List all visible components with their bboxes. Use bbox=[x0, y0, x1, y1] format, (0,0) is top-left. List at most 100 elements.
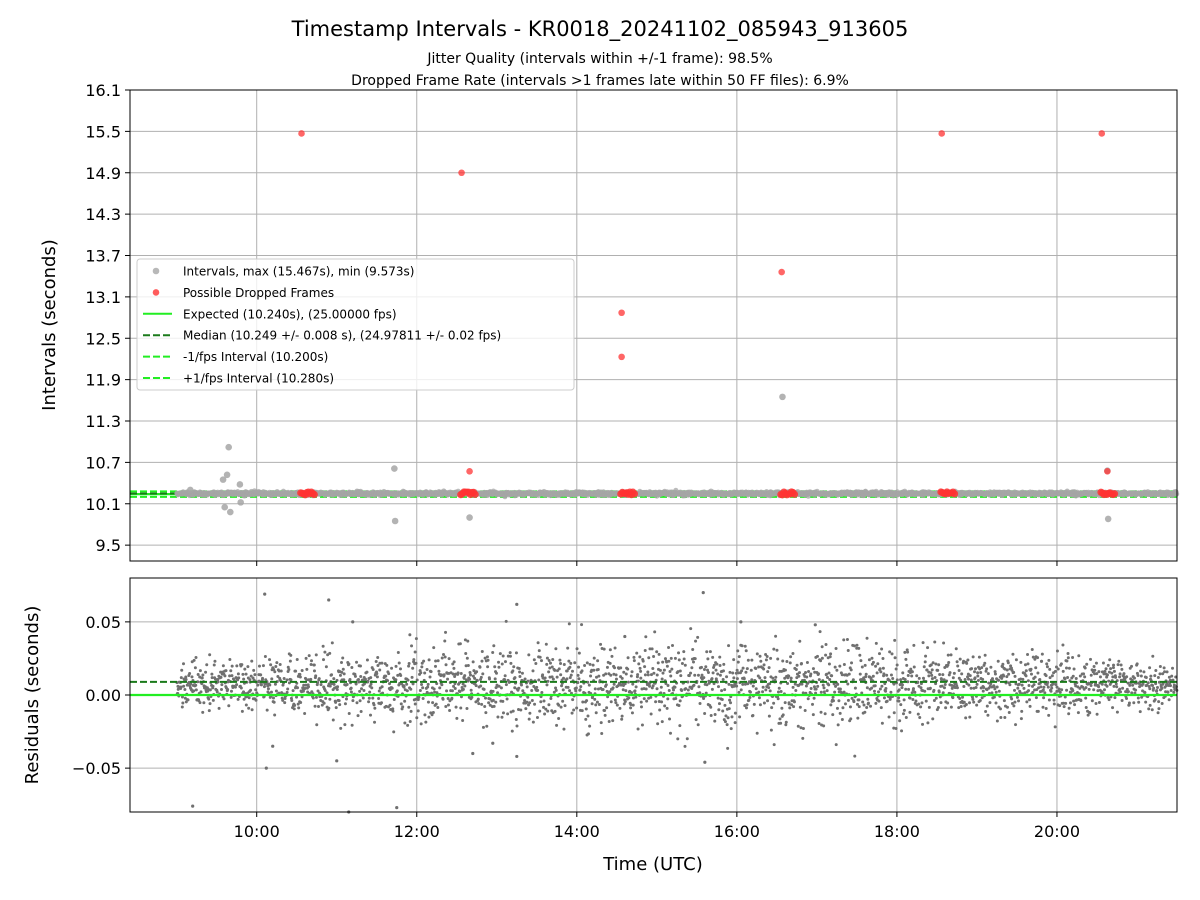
residual-point bbox=[254, 688, 258, 692]
residual-point bbox=[196, 672, 200, 676]
residual-point bbox=[1013, 700, 1017, 704]
residual-point bbox=[846, 648, 850, 652]
residual-point bbox=[432, 687, 436, 691]
residual-point bbox=[330, 641, 334, 645]
residual-point bbox=[409, 687, 413, 691]
residual-point bbox=[226, 687, 230, 691]
residual-point bbox=[477, 702, 481, 706]
residual-point bbox=[846, 682, 850, 686]
interval-point bbox=[225, 443, 232, 451]
residual-point bbox=[811, 713, 815, 717]
residual-point bbox=[545, 662, 549, 666]
residual-point bbox=[900, 686, 904, 690]
residual-point bbox=[933, 676, 937, 680]
residual-point bbox=[344, 697, 348, 701]
residual-point bbox=[851, 678, 855, 682]
residual-point bbox=[709, 714, 713, 718]
residual-point bbox=[562, 727, 566, 731]
residual-point bbox=[581, 700, 585, 704]
residual-point bbox=[727, 682, 731, 686]
residual-point bbox=[713, 712, 717, 716]
residual-point bbox=[630, 711, 634, 715]
residual-point bbox=[680, 689, 684, 693]
intervals-y-tick-label: 14.3 bbox=[85, 205, 121, 224]
residual-point bbox=[603, 709, 607, 713]
residual-point bbox=[411, 666, 415, 670]
residual-point bbox=[877, 652, 881, 656]
residual-point bbox=[593, 687, 597, 691]
residual-point bbox=[289, 653, 293, 657]
residual-point bbox=[401, 705, 405, 709]
residual-point bbox=[899, 678, 903, 682]
residual-point bbox=[902, 698, 906, 702]
residual-point bbox=[700, 673, 704, 677]
residual-point bbox=[1017, 682, 1021, 686]
residual-point bbox=[559, 662, 563, 666]
residual-point bbox=[981, 677, 985, 681]
residual-point bbox=[1030, 647, 1034, 651]
residual-point bbox=[891, 677, 895, 681]
residual-point bbox=[539, 659, 543, 663]
residual-point bbox=[716, 685, 720, 689]
residual-point bbox=[574, 689, 578, 693]
residual-point bbox=[890, 652, 894, 656]
intervals-y-tick-label: 12.5 bbox=[85, 329, 121, 348]
residual-point bbox=[291, 689, 295, 693]
residual-point bbox=[407, 664, 411, 668]
residual-point bbox=[905, 663, 909, 667]
residual-point bbox=[740, 669, 744, 673]
residual-point bbox=[437, 669, 441, 673]
residual-point bbox=[426, 682, 430, 686]
residual-point bbox=[589, 674, 593, 678]
residual-point bbox=[951, 676, 955, 680]
residual-point bbox=[380, 701, 384, 705]
interval-point bbox=[1104, 515, 1112, 523]
residual-point bbox=[596, 659, 600, 663]
residual-point bbox=[821, 683, 825, 687]
residual-point bbox=[798, 705, 802, 709]
residual-point bbox=[568, 665, 572, 669]
residual-point bbox=[613, 646, 617, 650]
residual-point bbox=[755, 652, 759, 656]
residual-point bbox=[884, 689, 888, 693]
residual-point bbox=[385, 663, 389, 667]
residual-point bbox=[904, 657, 908, 661]
residual-point bbox=[645, 699, 649, 703]
residual-point bbox=[857, 698, 861, 702]
residual-point bbox=[403, 699, 407, 703]
residual-point bbox=[409, 709, 413, 713]
residual-point bbox=[811, 702, 815, 706]
residual-point bbox=[579, 685, 583, 689]
residual-point bbox=[262, 685, 266, 689]
residual-point bbox=[904, 687, 908, 691]
residual-point bbox=[858, 653, 862, 657]
residual-point bbox=[397, 661, 401, 665]
residual-point bbox=[822, 724, 826, 728]
residual-point bbox=[217, 706, 221, 710]
residual-point bbox=[696, 673, 700, 677]
residual-point bbox=[307, 654, 311, 658]
residual-point bbox=[620, 676, 624, 680]
legend-box bbox=[136, 258, 575, 391]
residual-point bbox=[340, 660, 344, 664]
residual-point bbox=[465, 706, 469, 710]
residual-point bbox=[879, 670, 883, 674]
residual-point bbox=[733, 721, 737, 725]
residual-point bbox=[414, 697, 418, 701]
residual-point bbox=[537, 678, 541, 682]
residual-point bbox=[304, 656, 308, 660]
residual-point bbox=[1027, 689, 1031, 693]
residual-point bbox=[580, 669, 584, 673]
residual-point bbox=[629, 706, 633, 710]
residual-point bbox=[863, 663, 867, 667]
residual-point bbox=[735, 668, 739, 672]
residual-point bbox=[487, 701, 491, 705]
residual-point bbox=[450, 696, 454, 700]
residual-point bbox=[774, 634, 778, 638]
residual-point bbox=[648, 684, 652, 688]
residual-point bbox=[932, 688, 936, 692]
residual-point bbox=[910, 691, 914, 695]
residual-point bbox=[298, 675, 302, 679]
residual-point bbox=[375, 675, 379, 679]
residual-point bbox=[835, 668, 839, 672]
